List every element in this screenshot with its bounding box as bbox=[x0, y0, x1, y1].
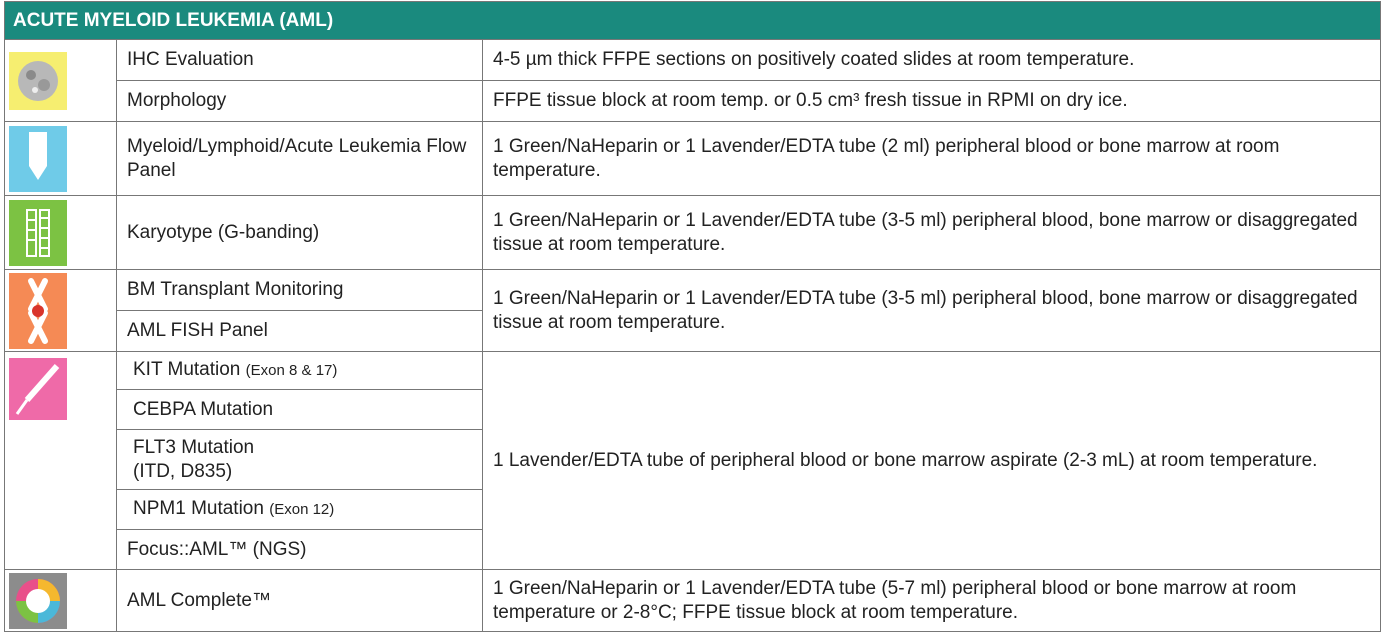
test-name: Myeloid/Lymphoid/Acute Leukemia Flow Pan… bbox=[117, 122, 483, 196]
test-name: IHC Evaluation bbox=[117, 40, 483, 81]
specimen: FFPE tissue block at room temp. or 0.5 c… bbox=[483, 81, 1381, 122]
karyotype-icon bbox=[9, 200, 67, 266]
complete-icon bbox=[9, 573, 67, 629]
icon-cell bbox=[5, 570, 117, 632]
test-name: KIT Mutation (Exon 8 & 17) bbox=[117, 352, 483, 390]
test-name: Focus::AML™ (NGS) bbox=[117, 530, 483, 570]
icon-cell bbox=[5, 270, 117, 352]
test-note: (Exon 8 & 17) bbox=[246, 362, 338, 379]
ihc-icon bbox=[9, 52, 67, 110]
specimen: 1 Green/NaHeparin or 1 Lavender/EDTA tub… bbox=[483, 270, 1381, 352]
flow-icon bbox=[9, 126, 67, 192]
test-name: AML Complete™ bbox=[117, 570, 483, 632]
specimen: 1 Green/NaHeparin or 1 Lavender/EDTA tub… bbox=[483, 570, 1381, 632]
test-name-text: KIT Mutation bbox=[133, 359, 240, 380]
table-title: ACUTE MYELOID LEUKEMIA (AML) bbox=[5, 2, 1381, 40]
test-name: Morphology bbox=[117, 81, 483, 122]
icon-cell bbox=[5, 122, 117, 196]
specimen: 1 Green/NaHeparin or 1 Lavender/EDTA tub… bbox=[483, 122, 1381, 196]
icon-cell bbox=[5, 40, 117, 122]
test-name-text: FLT3 Mutation bbox=[133, 437, 254, 458]
fish-icon bbox=[9, 273, 67, 349]
test-name-text: NPM1 Mutation bbox=[133, 498, 264, 519]
specimen: 4-5 µm thick FFPE sections on positively… bbox=[483, 40, 1381, 81]
test-note: (ITD, D835) bbox=[133, 461, 232, 482]
test-note: (Exon 12) bbox=[269, 501, 334, 518]
specimen-table: ACUTE MYELOID LEUKEMIA (AML) IHC Evaluat… bbox=[4, 1, 1381, 632]
test-name: CEBPA Mutation bbox=[117, 390, 483, 430]
icon-cell bbox=[5, 352, 117, 570]
icon-cell bbox=[5, 196, 117, 270]
specimen: 1 Lavender/EDTA tube of peripheral blood… bbox=[483, 352, 1381, 570]
page: ACUTE MYELOID LEUKEMIA (AML) IHC Evaluat… bbox=[0, 0, 1385, 632]
test-name: AML FISH Panel bbox=[117, 311, 483, 352]
specimen: 1 Green/NaHeparin or 1 Lavender/EDTA tub… bbox=[483, 196, 1381, 270]
test-name: NPM1 Mutation (Exon 12) bbox=[117, 490, 483, 530]
mutation-icon bbox=[9, 358, 67, 420]
test-name: BM Transplant Monitoring bbox=[117, 270, 483, 311]
test-name: FLT3 Mutation (ITD, D835) bbox=[117, 430, 483, 490]
test-name: Karyotype (G-banding) bbox=[117, 196, 483, 270]
